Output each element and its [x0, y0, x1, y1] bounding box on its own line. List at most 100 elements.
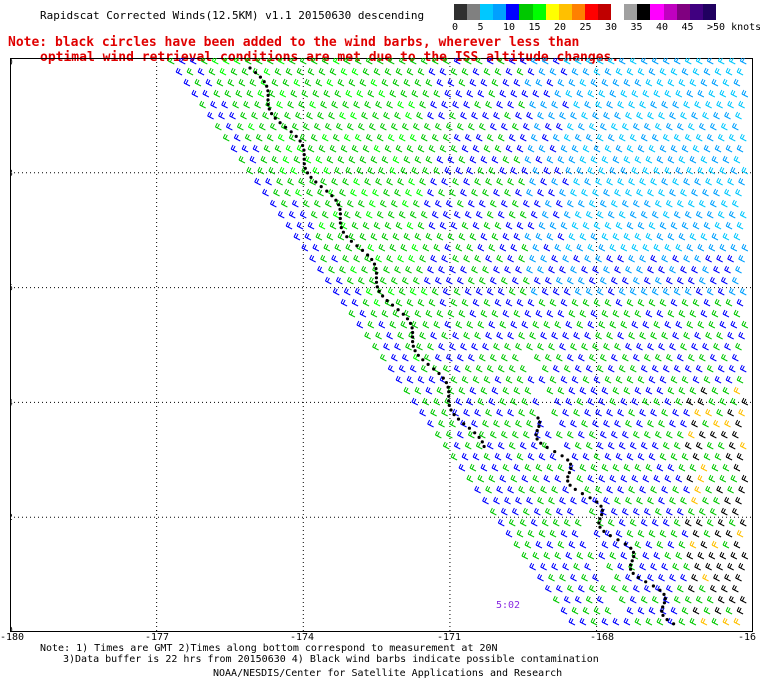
wind-barb — [741, 243, 749, 252]
wind-barb — [708, 89, 716, 98]
wind-barb — [218, 111, 225, 120]
wind-barb — [346, 122, 354, 131]
wind-barb — [480, 232, 488, 241]
wind-barb — [543, 474, 551, 483]
wind-barb — [496, 177, 503, 186]
wind-barb — [433, 166, 441, 175]
wind-barb — [348, 232, 356, 241]
wind-barb — [731, 122, 739, 131]
flag-circle — [568, 483, 572, 487]
wind-barb — [453, 210, 461, 219]
wind-barb — [717, 133, 725, 142]
wind-barb — [615, 298, 623, 307]
wind-barb — [724, 111, 731, 120]
flag-circle — [602, 529, 606, 533]
flag-circle — [338, 216, 342, 221]
wind-barb — [533, 199, 541, 208]
wind-barb — [725, 606, 733, 615]
wind-barb — [497, 58, 505, 65]
wind-barb — [471, 419, 478, 428]
wind-barb — [458, 232, 466, 241]
wind-barb — [607, 58, 615, 65]
wind-barb — [516, 375, 524, 384]
wind-barb — [563, 518, 571, 527]
wind-barb — [302, 122, 310, 131]
wind-barb — [645, 309, 653, 318]
wind-barb — [351, 67, 359, 76]
wind-barb — [529, 331, 536, 340]
flag-circle — [446, 385, 450, 389]
wind-barb — [390, 122, 398, 131]
wind-barb — [650, 331, 657, 340]
wind-barb — [351, 298, 359, 307]
wind-barb — [730, 166, 738, 175]
wind-barb — [423, 122, 431, 131]
wind-barb — [521, 474, 529, 483]
wind-barb — [544, 584, 552, 593]
wind-barb — [356, 166, 364, 175]
flag-circle — [411, 330, 415, 335]
wind-barb — [353, 177, 360, 186]
wind-barb — [508, 210, 516, 219]
wind-barb — [606, 485, 613, 494]
wind-barb — [414, 309, 422, 318]
wind-barb — [472, 375, 480, 384]
wind-barb — [606, 177, 613, 186]
wind-barb — [730, 397, 738, 406]
wind-barb — [585, 441, 593, 450]
wind-barb — [530, 210, 538, 219]
wind-barb — [595, 485, 602, 494]
wind-barb — [365, 287, 373, 296]
wind-barb — [708, 166, 716, 175]
wind-barb — [631, 243, 639, 252]
wind-barb — [581, 188, 588, 197]
wind-barb — [205, 78, 213, 87]
wind-barb — [592, 265, 599, 274]
wind-barb — [485, 331, 492, 340]
wind-barb — [527, 375, 535, 384]
wind-barb — [739, 287, 747, 296]
wind-barb — [379, 353, 387, 362]
wind-barb — [312, 89, 320, 98]
wind-barb — [618, 364, 626, 373]
wind-barb — [362, 221, 370, 230]
wind-barb — [510, 243, 518, 252]
wind-barb — [648, 452, 656, 461]
wind-barb — [241, 67, 249, 76]
wind-barb — [736, 606, 744, 615]
wind-barb — [697, 243, 705, 252]
wind-barb — [313, 199, 321, 208]
wind-barb — [326, 232, 334, 241]
wind-barb — [488, 320, 496, 329]
wind-barb — [697, 89, 705, 98]
wind-barb — [460, 265, 467, 274]
wind-barb — [606, 408, 613, 417]
wind-barb — [620, 551, 628, 560]
wind-barb — [529, 100, 536, 109]
wind-barb — [640, 518, 648, 527]
wind-barb — [661, 408, 668, 417]
wind-barb — [628, 331, 635, 340]
wind-barb — [416, 188, 423, 197]
wind-barb — [574, 133, 582, 142]
wind-barb — [629, 133, 637, 142]
wind-barb — [375, 100, 382, 109]
wind-barb — [590, 617, 598, 626]
flag-circle — [266, 98, 270, 102]
wind-barb — [574, 518, 582, 527]
wind-barb — [469, 232, 477, 241]
wind-barb — [434, 430, 442, 439]
wind-barb — [329, 144, 337, 153]
wind-barb — [711, 540, 719, 549]
wind-barb — [235, 89, 243, 98]
flag-circle — [305, 171, 310, 175]
wind-barb — [530, 133, 538, 142]
wind-barb — [579, 386, 587, 395]
wind-barb — [700, 540, 708, 549]
wind-barb — [672, 331, 679, 340]
wind-barb — [494, 298, 502, 307]
wind-barb — [496, 331, 503, 340]
wind-barb — [499, 474, 507, 483]
wind-barb — [713, 265, 720, 274]
flag-circle — [473, 431, 477, 435]
